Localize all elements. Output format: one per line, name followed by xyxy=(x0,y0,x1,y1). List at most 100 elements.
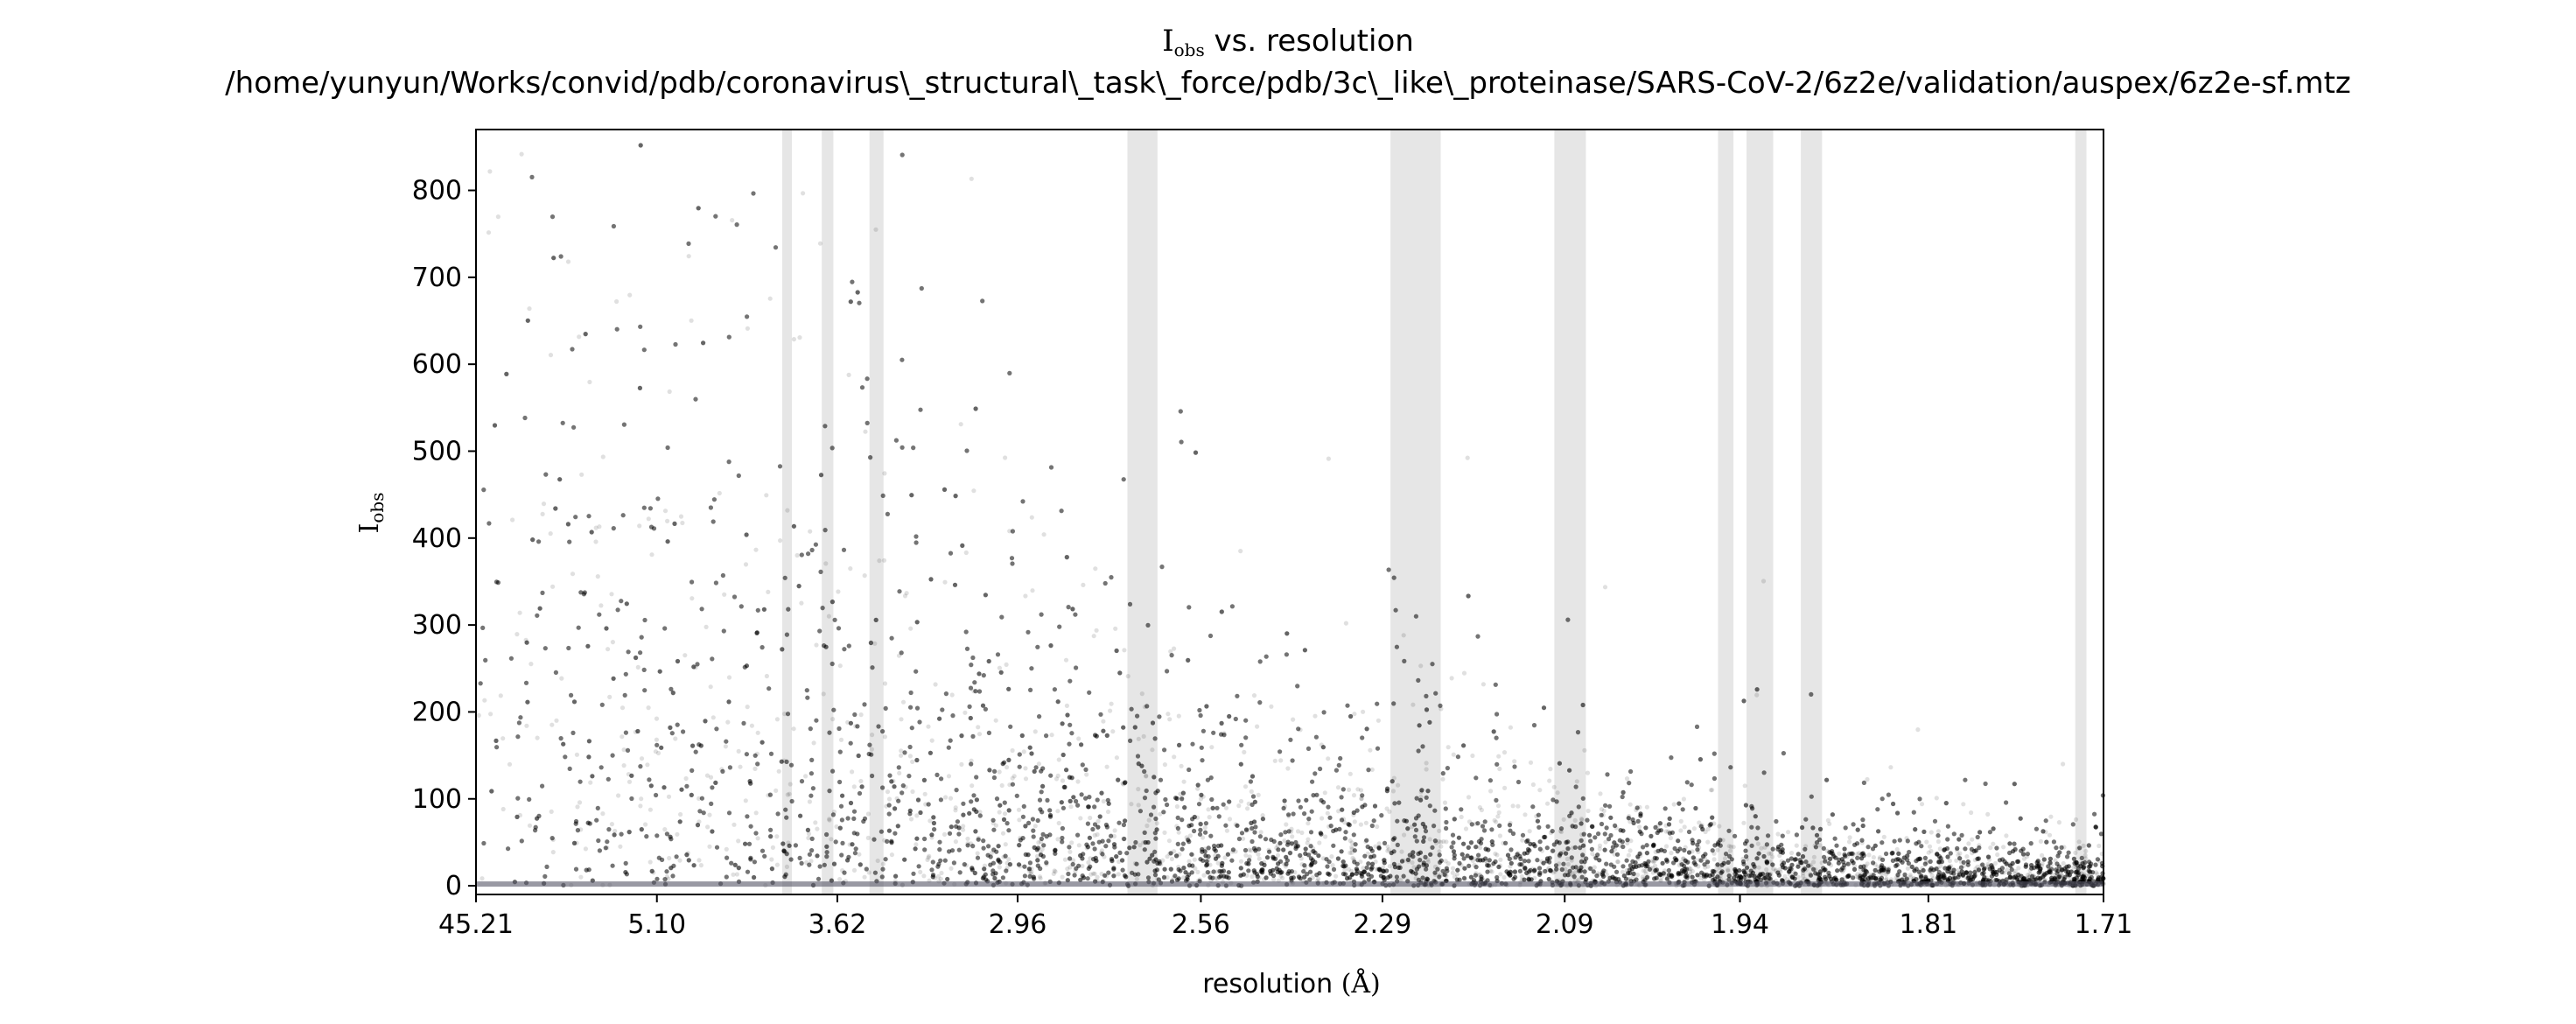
data-point xyxy=(1992,860,1998,866)
data-point xyxy=(2043,830,2048,835)
data-point xyxy=(1586,866,1592,871)
data-point xyxy=(1768,872,1774,877)
data-point xyxy=(961,827,966,832)
ice-ring-band xyxy=(822,130,834,894)
data-point xyxy=(894,796,900,802)
data-point xyxy=(1751,862,1756,867)
data-point xyxy=(1425,859,1431,865)
data-point xyxy=(1194,815,1200,820)
data-point xyxy=(1777,848,1783,853)
data-point xyxy=(1782,873,1788,879)
data-point xyxy=(870,733,875,738)
data-point xyxy=(1441,838,1446,845)
data-point xyxy=(1309,849,1314,855)
data-point xyxy=(1091,634,1096,639)
data-point xyxy=(1459,814,1464,820)
data-point xyxy=(827,817,832,822)
data-point xyxy=(1668,835,1673,841)
data-point xyxy=(2058,871,2063,876)
data-point xyxy=(1991,841,1996,846)
data-point xyxy=(1023,593,1028,599)
data-point xyxy=(1599,807,1605,812)
data-point xyxy=(1063,657,1069,663)
data-point xyxy=(1343,621,1348,626)
data-point xyxy=(1361,866,1366,871)
data-point xyxy=(1697,820,1702,825)
data-point xyxy=(908,817,914,822)
data-point xyxy=(1007,529,1012,534)
data-point xyxy=(1242,784,1249,789)
data-point xyxy=(1839,877,1844,882)
data-point xyxy=(1010,775,1015,781)
data-point xyxy=(2095,872,2100,877)
data-point xyxy=(1440,776,1446,782)
ice-ring-band xyxy=(1390,130,1441,894)
data-point xyxy=(1029,515,1034,520)
data-point xyxy=(1578,817,1585,822)
data-point xyxy=(2083,848,2089,854)
data-point xyxy=(587,379,592,385)
data-point xyxy=(1358,859,1363,865)
data-point xyxy=(648,807,654,812)
data-point xyxy=(1705,839,1711,845)
data-point xyxy=(1363,820,1368,825)
data-point xyxy=(708,684,713,690)
data-point xyxy=(804,859,809,866)
data-point xyxy=(1245,806,1250,811)
data-point xyxy=(664,874,670,880)
data-point xyxy=(1666,829,1671,834)
data-point xyxy=(1657,848,1662,853)
data-point xyxy=(1358,788,1364,793)
data-point xyxy=(517,812,523,818)
data-point xyxy=(1255,724,1260,729)
data-point xyxy=(1777,853,1782,859)
data-point xyxy=(1853,873,1858,880)
data-point xyxy=(1558,829,1563,834)
data-point xyxy=(1969,810,1974,816)
data-point xyxy=(1402,858,1407,863)
data-point xyxy=(769,857,774,862)
data-point xyxy=(2009,864,2014,869)
data-point xyxy=(1162,762,1167,768)
data-point xyxy=(1584,877,1589,882)
data-point xyxy=(881,558,887,563)
data-point xyxy=(686,254,691,259)
data-point xyxy=(1570,845,1576,851)
data-point xyxy=(1347,787,1352,793)
data-point xyxy=(1003,842,1008,847)
data-point xyxy=(2049,877,2054,882)
data-point xyxy=(2038,870,2043,875)
data-point xyxy=(836,589,841,594)
data-point xyxy=(1171,875,1176,880)
data-point xyxy=(1018,864,1023,869)
data-point xyxy=(2094,870,2099,875)
data-point xyxy=(1691,826,1697,831)
data-point xyxy=(705,824,710,830)
data-point xyxy=(1656,823,1661,829)
data-point xyxy=(1767,851,1772,856)
data-point xyxy=(1485,860,1490,866)
data-point xyxy=(1866,871,1871,876)
data-point xyxy=(575,804,580,810)
data-point xyxy=(1919,802,1925,807)
data-point xyxy=(1888,765,1894,770)
data-point xyxy=(939,870,944,876)
data-point xyxy=(764,493,769,498)
data-point xyxy=(612,828,618,834)
data-point xyxy=(1071,858,1076,863)
data-point xyxy=(550,722,555,727)
data-point xyxy=(1545,801,1550,806)
data-point xyxy=(667,855,672,861)
data-point xyxy=(1597,846,1602,852)
data-point xyxy=(926,724,931,729)
data-point xyxy=(2024,854,2030,859)
data-point xyxy=(1440,872,1446,878)
data-point xyxy=(486,230,492,235)
data-point xyxy=(1258,830,1264,835)
data-point xyxy=(548,531,553,537)
data-point xyxy=(1144,823,1150,829)
data-point xyxy=(1779,859,1784,864)
data-point xyxy=(840,868,845,873)
data-point xyxy=(620,734,625,740)
data-point xyxy=(1754,873,1759,879)
